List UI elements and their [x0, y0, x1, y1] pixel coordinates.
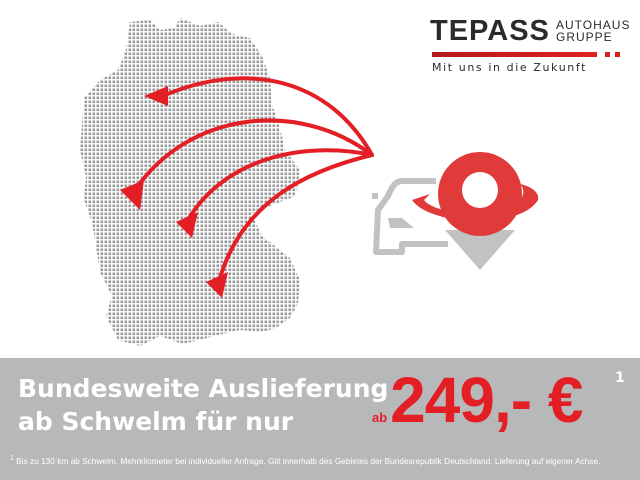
price-footnote-marker: 1 [615, 370, 625, 386]
logo-tagline: Mit uns in die Zukunft [432, 61, 588, 74]
germany-map [80, 18, 300, 346]
location-pin-icon [445, 230, 515, 270]
car-icon [372, 178, 448, 255]
logo-brand: TEPASS [430, 15, 550, 47]
arrowheads [120, 86, 228, 298]
illustration [80, 18, 539, 346]
logo-square [615, 52, 620, 57]
location-pin-head [412, 152, 539, 236]
logo-sub-line1: AUTOHAUS [556, 18, 631, 32]
price: ab249,- € [372, 364, 583, 436]
delivery-arrows [133, 76, 374, 287]
logo-sub-line2: GRUPPE [556, 30, 613, 44]
headline-line2: ab Schwelm für nur [18, 407, 294, 436]
footnote-text: Bis zu 130 km ab Schwelm. Mehrkilometer … [16, 455, 601, 466]
offer-band: Bundesweite Auslieferung ab Schwelm für … [0, 358, 640, 480]
logo-sub: AUTOHAUS GRUPPE [556, 19, 630, 43]
footnote: 1 Bis zu 130 km ab Schwelm. Mehrkilomete… [10, 455, 601, 466]
logo-bar [432, 52, 597, 57]
logo-square [605, 52, 610, 57]
footnote-marker: 1 [10, 455, 14, 462]
price-prefix: ab [372, 410, 388, 425]
headline: Bundesweite Auslieferung ab Schwelm für … [18, 372, 388, 438]
headline-line1: Bundesweite Auslieferung [18, 374, 389, 403]
car-window [388, 218, 414, 228]
price-amount: 249,- € [390, 364, 583, 436]
